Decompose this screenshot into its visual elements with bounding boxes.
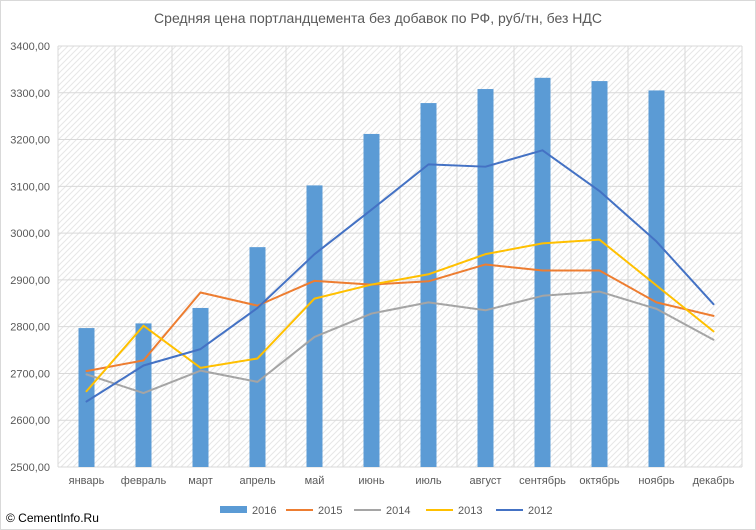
y-tick-label: 2900,00: [10, 275, 50, 287]
x-tick-label: ноябрь: [638, 475, 675, 487]
bar-2016: [306, 185, 323, 468]
legend-label-2016: 2016: [252, 505, 276, 517]
bar-2016: [78, 328, 95, 467]
y-tick-label: 2500,00: [10, 462, 50, 474]
x-tick-label: октябрь: [579, 475, 619, 487]
legend-label-2014: 2014: [386, 505, 410, 517]
line-series-2014: [85, 290, 715, 395]
legend-label-2015: 2015: [318, 505, 342, 517]
legend-swatch-2016: [220, 506, 247, 513]
line-series-2012: [85, 149, 715, 403]
y-tick-label: 3300,00: [10, 88, 50, 100]
bar-2016: [477, 89, 494, 467]
line-series-2015: [85, 263, 715, 373]
x-tick-label: июнь: [358, 475, 384, 487]
x-tick-label: декабрь: [693, 475, 735, 487]
x-tick-label: март: [188, 475, 213, 487]
x-tick-label: февраль: [121, 475, 167, 487]
bar-2016: [648, 90, 665, 467]
y-tick-label: 3200,00: [10, 135, 50, 147]
line-series-2013: [85, 238, 715, 393]
y-tick-label: 3400,00: [10, 41, 50, 53]
legend-label-2012: 2012: [528, 505, 552, 517]
x-tick-label: июль: [415, 475, 442, 487]
y-tick-label: 3100,00: [10, 181, 50, 193]
bar-2016: [591, 81, 608, 467]
y-tick-label: 2700,00: [10, 368, 50, 380]
chart-title: Средняя цена портландцемента без добавок…: [154, 10, 602, 26]
bar-2016: [534, 77, 551, 467]
x-tick-label: август: [470, 475, 502, 487]
x-tick-label: апрель: [239, 475, 275, 487]
x-tick-label: май: [305, 475, 325, 487]
y-tick-label: 3000,00: [10, 228, 50, 240]
bar-2016: [192, 307, 209, 467]
bar-2016: [135, 323, 152, 467]
legend-label-2013: 2013: [458, 505, 482, 517]
bar-2016: [363, 133, 380, 468]
bar-2016: [420, 103, 437, 468]
copyright-text: © CementInfo.Ru: [6, 511, 99, 525]
x-tick-label: январь: [69, 475, 105, 487]
x-tick-label: сентябрь: [519, 475, 566, 487]
y-tick-label: 2800,00: [10, 322, 50, 334]
y-tick-label: 2600,00: [10, 415, 50, 427]
